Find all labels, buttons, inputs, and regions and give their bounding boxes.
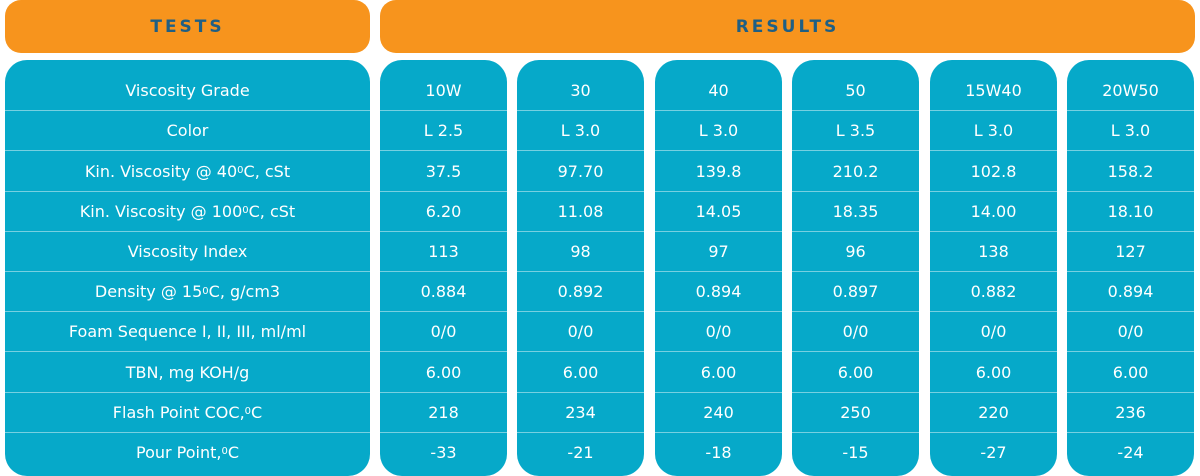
result-cell: 240 xyxy=(655,391,782,432)
result-cell: 6.00 xyxy=(792,351,919,391)
result-cell: 0.892 xyxy=(517,271,644,311)
result-column: 20W50 L 3.0 158.2 18.10 127 0.894 0/0 6.00 236 -2… xyxy=(1067,60,1194,476)
result-cell: 0.884 xyxy=(380,271,507,311)
result-cell: 210.2 xyxy=(792,150,919,190)
result-cell: 234 xyxy=(517,391,644,432)
result-cell: 0.894 xyxy=(1067,271,1194,311)
result-cell: -21 xyxy=(517,431,644,472)
result-cell: 139.8 xyxy=(655,150,782,190)
result-cell: 218 xyxy=(380,391,507,432)
tests-column: Viscosity Grade Color Kin. Viscosity @ 4… xyxy=(5,60,370,476)
result-cell: 37.5 xyxy=(380,150,507,190)
result-cell: L 3.0 xyxy=(930,110,1057,150)
result-cell: 18.35 xyxy=(792,190,919,231)
result-cell: 6.00 xyxy=(1067,351,1194,391)
result-cell: 11.08 xyxy=(517,190,644,231)
test-cell: Kin. Viscosity @ 40 0 C, cSt xyxy=(5,150,370,190)
result-cell: 0.894 xyxy=(655,271,782,311)
result-cell: 30 xyxy=(570,81,591,101)
result-cell: 0/0 xyxy=(655,311,782,351)
result-cell: 97 xyxy=(655,230,782,271)
results-header-label: RESULTS xyxy=(735,16,840,37)
result-cell: 0.882 xyxy=(930,271,1057,311)
result-cell: -24 xyxy=(1067,431,1194,472)
result-cell: -18 xyxy=(655,431,782,472)
result-cell: 0.897 xyxy=(792,271,919,311)
result-cell: 0/0 xyxy=(380,311,507,351)
result-cell: 127 xyxy=(1067,230,1194,271)
result-cell: 6.00 xyxy=(517,351,644,391)
result-cell: L 3.5 xyxy=(792,110,919,150)
result-cell: -27 xyxy=(930,431,1057,472)
result-cell: 40 xyxy=(708,81,729,101)
result-cell: 0/0 xyxy=(517,311,644,351)
result-cell: 6.00 xyxy=(930,351,1057,391)
result-cell: 6.20 xyxy=(380,190,507,231)
result-cell: 10W xyxy=(425,81,462,101)
tests-header: TESTS xyxy=(5,0,370,53)
result-cell: 98 xyxy=(517,230,644,271)
results-header: RESULTS xyxy=(380,0,1195,53)
result-cell: 97.70 xyxy=(517,150,644,190)
test-cell: Flash Point COC, 0 C xyxy=(5,391,370,432)
result-cell: 236 xyxy=(1067,391,1194,432)
result-cell: 0/0 xyxy=(792,311,919,351)
result-cell: 158.2 xyxy=(1067,150,1194,190)
result-cell: 138 xyxy=(930,230,1057,271)
test-cell: Pour Point, 0 C xyxy=(5,431,370,472)
result-cell: L 3.0 xyxy=(1067,110,1194,150)
result-cell: 50 xyxy=(845,81,866,101)
test-cell: Viscosity Index xyxy=(5,230,370,271)
result-cell: 0/0 xyxy=(1067,311,1194,351)
result-cell: 113 xyxy=(380,230,507,271)
tests-header-label: TESTS xyxy=(150,16,225,37)
result-column: 15W40 L 3.0 102.8 14.00 138 0.882 0/0 6.00 220 -2… xyxy=(930,60,1057,476)
result-cell: L 3.0 xyxy=(517,110,644,150)
test-cell: Color xyxy=(5,110,370,150)
result-column: 40 L 3.0 139.8 14.05 97 0.894 0/0 6.00 240 -18 xyxy=(655,60,782,476)
result-cell: 20W50 xyxy=(1102,81,1159,101)
result-cell: 6.00 xyxy=(380,351,507,391)
test-cell: Viscosity Grade xyxy=(125,81,250,101)
result-column: 10W L 2.5 37.5 6.20 113 0.884 0/0 6.00 218 -33 xyxy=(380,60,507,476)
result-cell: L 3.0 xyxy=(655,110,782,150)
result-cell: 14.00 xyxy=(930,190,1057,231)
result-cell: 250 xyxy=(792,391,919,432)
result-cell: 96 xyxy=(792,230,919,271)
test-cell: TBN, mg KOH/g xyxy=(5,351,370,391)
result-cell: 15W40 xyxy=(965,81,1022,101)
result-cell: 18.10 xyxy=(1067,190,1194,231)
result-cell: -15 xyxy=(792,431,919,472)
result-cell: 6.00 xyxy=(655,351,782,391)
test-cell: Kin. Viscosity @ 100 0 C, cSt xyxy=(5,190,370,231)
result-cell: 14.05 xyxy=(655,190,782,231)
test-cell: Density @ 15 0 C, g/cm3 xyxy=(5,271,370,311)
result-cell: 220 xyxy=(930,391,1057,432)
result-column: 50 L 3.5 210.2 18.35 96 0.897 0/0 6.00 250 -15 xyxy=(792,60,919,476)
result-cell: 102.8 xyxy=(930,150,1057,190)
result-cell: -33 xyxy=(380,431,507,472)
test-cell: Foam Sequence I, II, III, ml/ml xyxy=(5,311,370,351)
result-column: 30 L 3.0 97.70 11.08 98 0.892 0/0 6.00 234 -21 xyxy=(517,60,644,476)
result-cell: 0/0 xyxy=(930,311,1057,351)
result-cell: L 2.5 xyxy=(380,110,507,150)
